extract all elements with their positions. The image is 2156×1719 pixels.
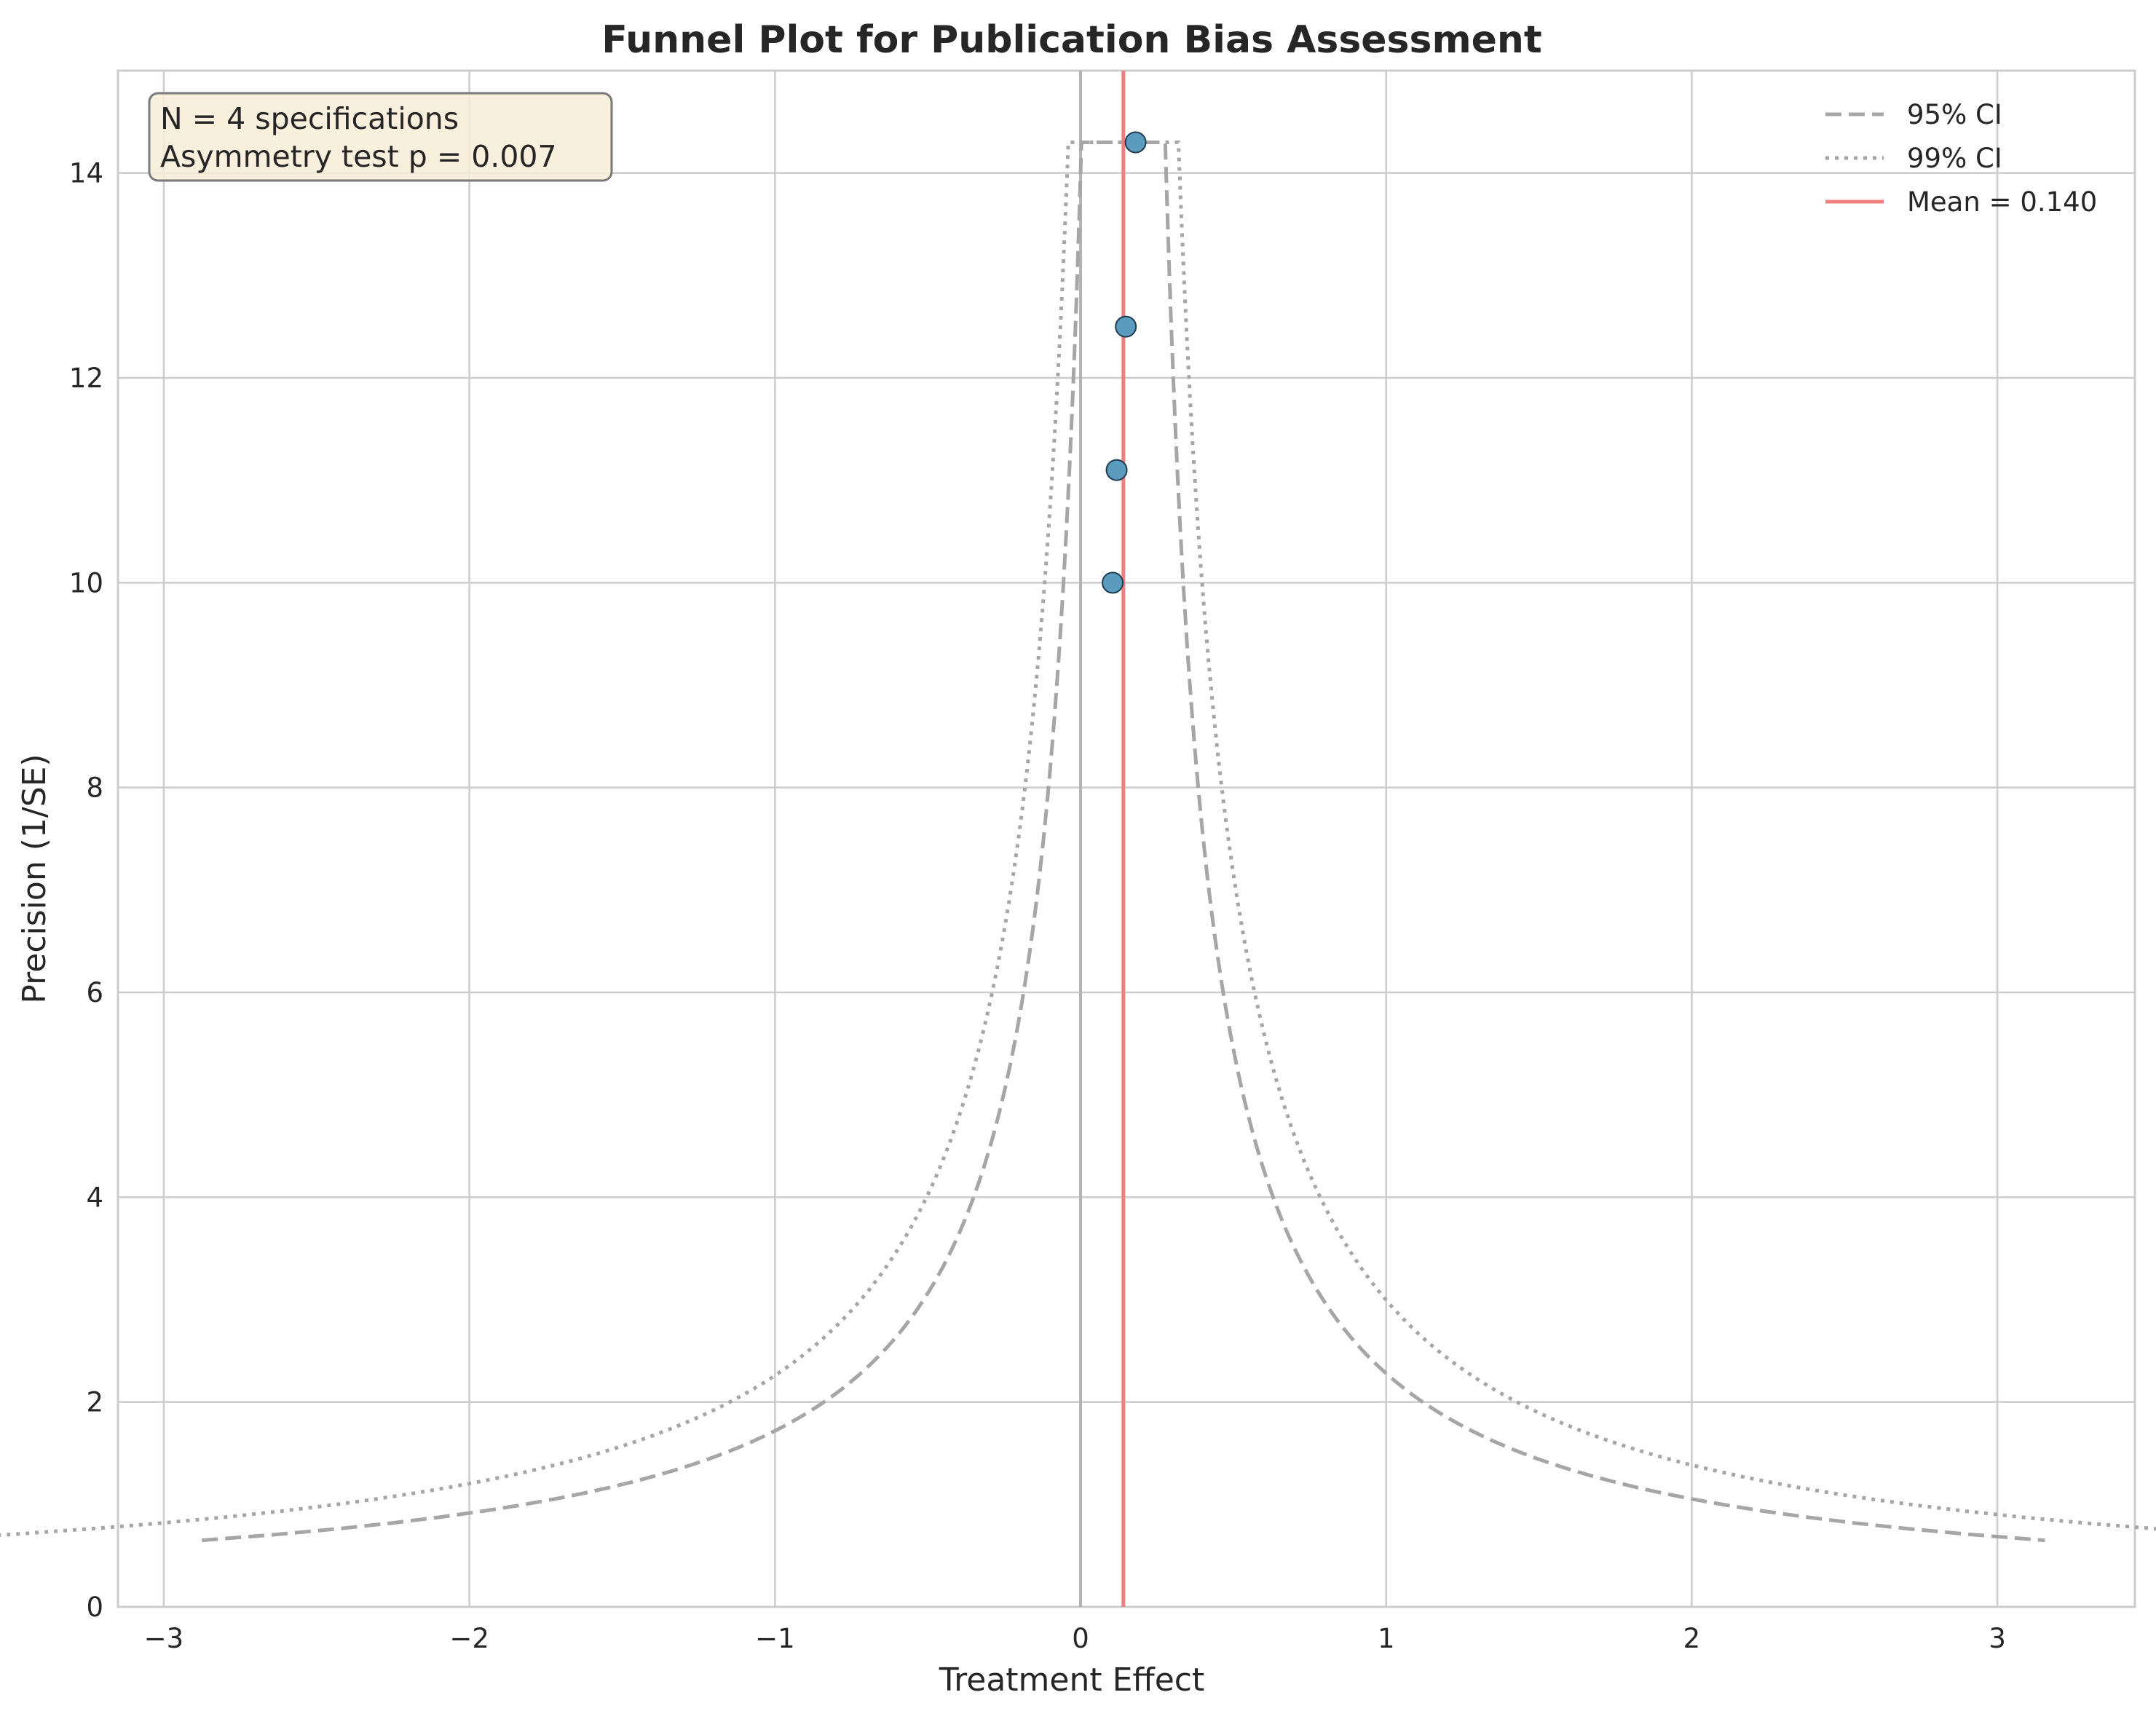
legend-item-mean: Mean = 0.140 [1825,186,2097,218]
x-tick-label: −3 [144,1623,184,1654]
data-point [1105,459,1128,481]
y-tick-label: 2 [86,1387,103,1418]
data-point [1124,131,1147,154]
legend-label: Mean = 0.140 [1907,186,2097,218]
annotation-line-1: N = 4 specifications [160,101,459,136]
y-axis-label: Precision (1/SE) [16,754,53,1003]
x-tick-label: 3 [1989,1623,2006,1654]
chart-title: Funnel Plot for Publication Bias Assessm… [601,18,1542,62]
x-tick-label: −2 [449,1623,489,1654]
y-tick-label: 8 [86,772,103,804]
y-tick-label: 10 [69,567,103,598]
y-tick-label: 0 [86,1592,103,1623]
x-tick-label: 2 [1683,1623,1701,1654]
x-axis-label: Treatment Effect [939,1661,1205,1699]
y-tick-label: 14 [69,158,103,189]
annotation-background [148,92,613,182]
x-tick-label: 1 [1378,1623,1395,1654]
legend-label: 99% CI [1907,143,2002,174]
legend-item-99-ci: 99% CI [1825,143,2002,174]
y-tick-label: 12 [69,363,103,394]
y-tick-label: 6 [86,977,103,1008]
legend-label: 95% CI [1907,99,2002,130]
data-point [1102,572,1124,594]
x-tick-label: −1 [755,1623,795,1654]
y-tick-label: 4 [86,1182,103,1213]
x-tick-label: 0 [1072,1623,1089,1654]
legend-item-95-ci: 95% CI [1825,99,2002,130]
data-point [1115,315,1137,338]
axes-frame [117,69,2136,1608]
annotation-line-2: Asymmetry test p = 0.007 [160,139,557,174]
